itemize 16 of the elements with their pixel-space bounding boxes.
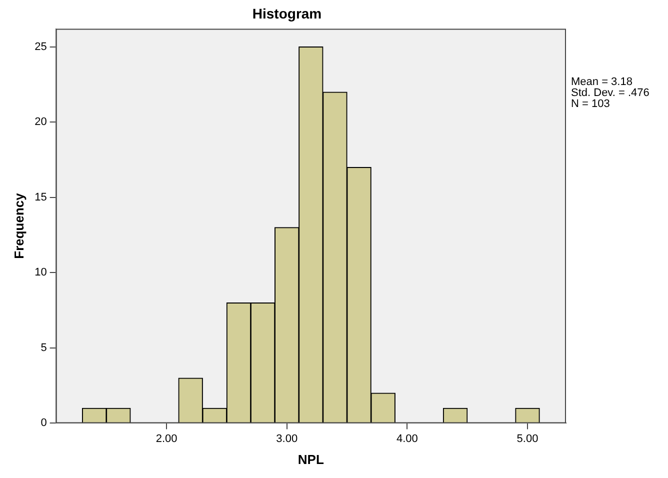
text: Mean = 3.18 [571,76,634,88]
chart-title: Histogram [252,5,322,22]
y-axis-title: Frequency [11,192,26,259]
text: Std. Dev. = .476 [571,87,650,99]
x-tick-label: 2.00 [156,432,178,445]
x-tick-label: 5.00 [516,432,538,445]
text: N = 103 [571,98,611,110]
y-tick-label: 5 [40,342,47,354]
x-tick-label: 3.00 [276,432,298,445]
y-tick-label: 15 [34,191,47,204]
x-tick-label: 4.00 [396,432,418,445]
y-tick-label: 20 [34,116,47,128]
y-tick-label: 25 [34,40,47,53]
y-tick-label: 10 [34,266,47,279]
y-tick-label: 0 [40,417,47,430]
x-axis-title: NPL [298,452,324,467]
